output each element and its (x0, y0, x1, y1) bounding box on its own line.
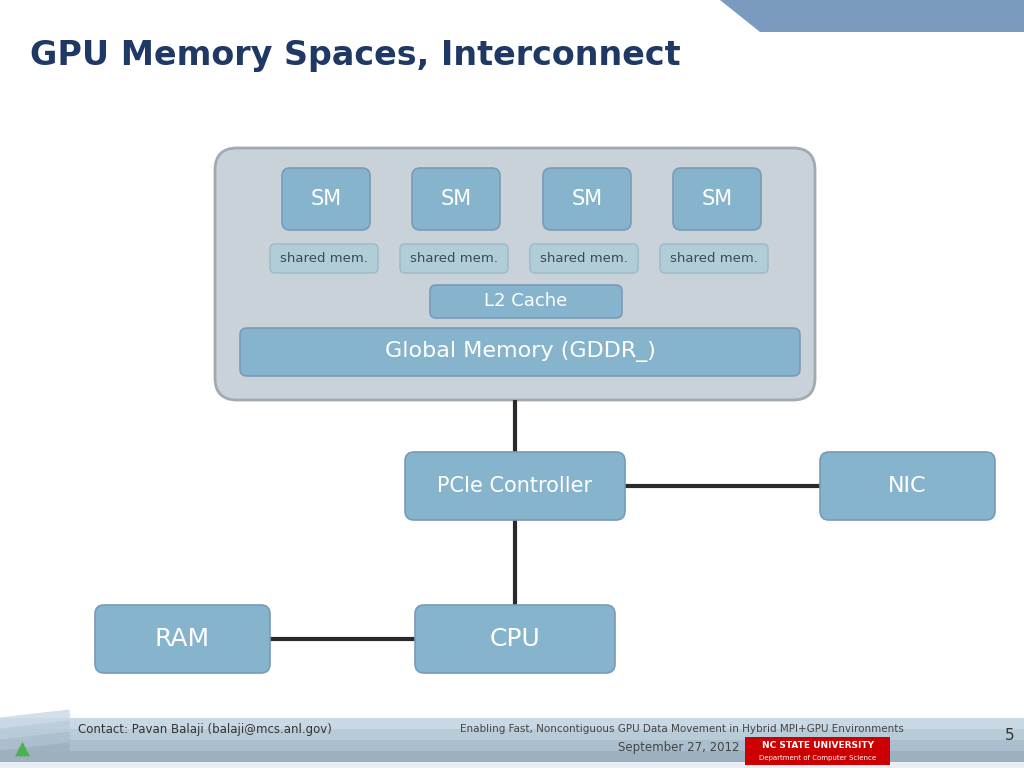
Bar (0, 742, 1024, 755)
FancyBboxPatch shape (282, 168, 370, 230)
Text: SM: SM (440, 189, 472, 209)
Text: Global Memory (GDDR_): Global Memory (GDDR_) (385, 342, 655, 362)
Text: GPU Memory Spaces, Interconnect: GPU Memory Spaces, Interconnect (30, 38, 681, 71)
Bar (0, 718, 1024, 731)
FancyBboxPatch shape (745, 737, 890, 765)
FancyBboxPatch shape (270, 244, 378, 273)
FancyBboxPatch shape (530, 244, 638, 273)
Bar (0, 754, 1024, 767)
Text: shared mem.: shared mem. (410, 252, 498, 265)
Polygon shape (0, 751, 1024, 762)
Bar (0, 730, 1024, 743)
Text: SM: SM (571, 189, 602, 209)
Text: ▲: ▲ (14, 739, 30, 757)
FancyBboxPatch shape (660, 244, 768, 273)
Text: PCIe Controller: PCIe Controller (437, 476, 593, 496)
Polygon shape (0, 729, 1024, 740)
FancyBboxPatch shape (543, 168, 631, 230)
Text: L2 Cache: L2 Cache (484, 293, 567, 310)
FancyBboxPatch shape (430, 285, 622, 318)
Polygon shape (0, 740, 1024, 751)
Text: CPU: CPU (489, 627, 541, 651)
Text: 5: 5 (1006, 727, 1015, 743)
Bar (0, 718, 1024, 768)
FancyBboxPatch shape (412, 168, 500, 230)
FancyBboxPatch shape (406, 452, 625, 520)
Text: NIC: NIC (888, 476, 927, 496)
Text: Enabling Fast, Noncontiguous GPU Data Movement in Hybrid MPI+GPU Environments: Enabling Fast, Noncontiguous GPU Data Mo… (460, 724, 904, 734)
Text: Contact: Pavan Balaji (balaji@mcs.anl.gov): Contact: Pavan Balaji (balaji@mcs.anl.go… (78, 723, 332, 736)
FancyBboxPatch shape (820, 452, 995, 520)
Text: shared mem.: shared mem. (540, 252, 628, 265)
Text: September 27, 2012: September 27, 2012 (618, 741, 739, 754)
Text: NC STATE UNIVERSITY: NC STATE UNIVERSITY (762, 741, 873, 750)
Polygon shape (0, 718, 1024, 729)
Text: RAM: RAM (155, 627, 210, 651)
Text: shared mem.: shared mem. (280, 252, 368, 265)
FancyBboxPatch shape (240, 328, 800, 376)
Text: SM: SM (701, 189, 732, 209)
Polygon shape (720, 0, 1024, 32)
Text: SM: SM (310, 189, 342, 209)
FancyBboxPatch shape (215, 148, 815, 400)
Text: shared mem.: shared mem. (670, 252, 758, 265)
Text: Department of Computer Science: Department of Computer Science (759, 755, 877, 761)
FancyBboxPatch shape (400, 244, 508, 273)
FancyBboxPatch shape (95, 605, 270, 673)
FancyBboxPatch shape (415, 605, 615, 673)
FancyBboxPatch shape (673, 168, 761, 230)
